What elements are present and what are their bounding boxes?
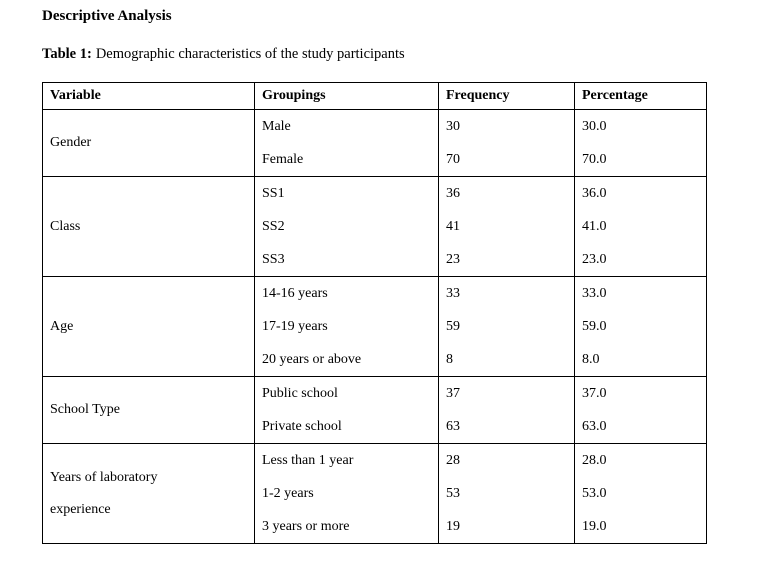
percentage-value: 23.0	[582, 251, 607, 267]
grouping-cell: Public school Private school	[254, 376, 439, 444]
table-row: School Type Public school Private school 37…	[42, 376, 707, 444]
frequency-cell: 30 70	[438, 109, 575, 177]
variable-cell: Years of laboratory experience	[42, 443, 255, 544]
grouping-cell: SS1 SS2 SS3	[254, 176, 439, 277]
grouping-value: Female	[262, 151, 304, 167]
frequency-value: 19	[446, 518, 460, 534]
frequency-value: 33	[446, 285, 460, 301]
variable-label: Years of laboratory experience	[50, 469, 158, 517]
frequency-value: 30	[446, 118, 460, 134]
percentage-cell: 33.0 59.0 8.0	[574, 276, 707, 377]
percentage-value: 8.0	[582, 351, 600, 367]
percentage-value: 70.0	[582, 151, 607, 167]
percentage-cell: 36.0 41.0 23.0	[574, 176, 707, 277]
table-caption-text: Demographic characteristics of the study…	[95, 46, 405, 62]
variable-label: School Type	[50, 402, 120, 417]
variable-label: Age	[50, 318, 74, 334]
grouping-cell: 14-16 years 17-19 years 20 years or above	[254, 276, 439, 377]
grouping-value: 17-19 years	[262, 318, 328, 334]
frequency-value: 53	[446, 485, 460, 501]
percentage-value: 63.0	[582, 418, 607, 434]
grouping-value: Male	[262, 118, 291, 134]
percentage-cell: 30.0 70.0	[574, 109, 707, 177]
variable-cell: School Type	[42, 376, 255, 444]
column-header-variable: Variable	[42, 82, 255, 110]
variable-cell: Gender	[42, 109, 255, 177]
grouping-value: SS2	[262, 218, 285, 234]
frequency-value: 8	[446, 351, 453, 367]
frequency-value: 28	[446, 452, 460, 468]
table-caption-label: Table 1:	[42, 46, 92, 62]
percentage-value: 41.0	[582, 218, 607, 234]
grouping-value: Less than 1 year	[262, 452, 354, 468]
percentage-value: 33.0	[582, 285, 607, 301]
grouping-value: SS1	[262, 185, 285, 201]
table-row: Class SS1 SS2 SS3 36 41 23 36.0 41.0 23.0	[42, 176, 707, 277]
frequency-cell: 36 41 23	[438, 176, 575, 277]
frequency-value: 63	[446, 418, 460, 434]
frequency-value: 23	[446, 251, 460, 267]
table-body: Gender Male Female 30 70 30.0 70.0 Class SS1 SS2 S…	[42, 109, 707, 544]
column-header-frequency: Frequency	[438, 82, 575, 110]
percentage-value: 28.0	[582, 452, 607, 468]
frequency-value: 37	[446, 385, 460, 401]
variable-label: Gender	[50, 135, 92, 150]
percentage-value: 37.0	[582, 385, 607, 401]
table-caption: Table 1: Demographic characteristics of t…	[42, 45, 761, 63]
grouping-value: 20 years or above	[262, 351, 362, 367]
grouping-value: 1-2 years	[262, 485, 314, 501]
demographics-table: Variable Groupings Frequency Percentage …	[42, 82, 707, 544]
percentage-cell: 37.0 63.0	[574, 376, 707, 444]
frequency-cell: 37 63	[438, 376, 575, 444]
column-header-percentage: Percentage	[574, 82, 707, 110]
variable-label: Class	[50, 218, 81, 234]
frequency-value: 59	[446, 318, 460, 334]
variable-cell: Age	[42, 276, 255, 377]
grouping-value: 14-16 years	[262, 285, 328, 301]
percentage-value: 59.0	[582, 318, 607, 334]
frequency-value: 41	[446, 218, 460, 234]
grouping-value: Private school	[262, 418, 342, 434]
frequency-value: 36	[446, 185, 460, 201]
table-row: Gender Male Female 30 70 30.0 70.0	[42, 109, 707, 177]
grouping-cell: Male Female	[254, 109, 439, 177]
table-row: Years of laboratory experience Less than …	[42, 443, 707, 544]
section-heading: Descriptive Analysis	[42, 8, 172, 24]
percentage-value: 53.0	[582, 485, 607, 501]
percentage-cell: 28.0 53.0 19.0	[574, 443, 707, 544]
frequency-cell: 28 53 19	[438, 443, 575, 544]
percentage-value: 19.0	[582, 518, 607, 534]
column-header-groupings: Groupings	[254, 82, 439, 110]
grouping-value: SS3	[262, 251, 285, 267]
grouping-value: 3 years or more	[262, 518, 350, 534]
table-header-row: Variable Groupings Frequency Percentage	[42, 82, 707, 110]
percentage-value: 36.0	[582, 185, 607, 201]
percentage-value: 30.0	[582, 118, 607, 134]
table-row: Age 14-16 years 17-19 years 20 years or abo…	[42, 276, 707, 377]
grouping-value: Public school	[262, 385, 338, 401]
variable-cell: Class	[42, 176, 255, 277]
frequency-cell: 33 59 8	[438, 276, 575, 377]
grouping-cell: Less than 1 year 1-2 years 3 years or more	[254, 443, 439, 544]
frequency-value: 70	[446, 151, 460, 167]
